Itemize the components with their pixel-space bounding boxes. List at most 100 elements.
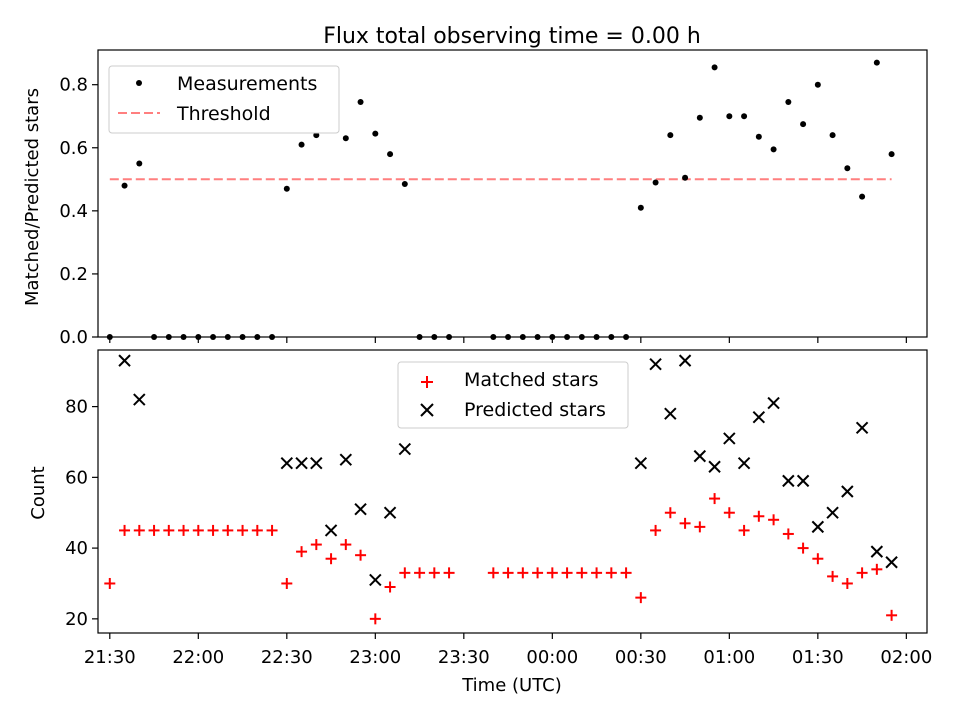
matched-stars-point: [310, 539, 322, 551]
matched-stars-point: [251, 524, 263, 536]
x-tick-label: 23:30: [438, 647, 490, 668]
top-y-axis-label: Matched/Predicted stars: [22, 88, 43, 306]
matched-stars-point: [782, 528, 794, 540]
matched-stars-point: [340, 539, 352, 551]
matched-stars-point: [192, 524, 204, 536]
measurement-point: [859, 193, 866, 200]
matched-stars-point: [841, 577, 853, 589]
top-legend-frame: [108, 65, 340, 134]
x-tick-label: 22:00: [172, 647, 224, 668]
legend-measurements-label: Measurements: [177, 73, 317, 95]
matched-stars-point: [296, 546, 308, 558]
matched-stars-point: [871, 563, 883, 575]
measurement-point: [696, 114, 703, 121]
predicted-stars-point: [295, 456, 308, 470]
matched-stars-point: [546, 567, 558, 579]
matched-stars-point: [605, 567, 617, 579]
measurement-point: [800, 121, 807, 128]
matched-stars-point: [664, 507, 676, 519]
predicted-stars-point: [649, 357, 662, 371]
matched-stars-point: [163, 524, 175, 536]
measurement-point: [873, 59, 880, 66]
bottom-y-tick-label: 40: [65, 538, 88, 559]
x-tick-label: 01:00: [703, 647, 755, 668]
bottom-panel-marks: [104, 354, 898, 625]
matched-stars-point: [178, 524, 190, 536]
predicted-stars-point: [723, 432, 736, 445]
matched-stars-point: [650, 524, 662, 536]
x-tick-label: 01:30: [792, 647, 844, 668]
x-tick-label: 22:30: [261, 647, 313, 668]
matched-stars-point: [414, 567, 426, 579]
x-tick-label: 00:30: [615, 647, 667, 668]
measurement-point: [711, 64, 718, 71]
top-y-tick-label: 0.2: [59, 264, 88, 285]
predicted-stars-point: [678, 354, 692, 367]
measurement-point: [667, 132, 674, 139]
predicted-stars-point: [826, 506, 839, 519]
matched-stars-point: [679, 517, 691, 529]
predicted-stars-point: [369, 573, 382, 587]
bottom-x-axis: 21:30 22:00 22:30 23:00 23:30 00:00 00:30 01:00…: [84, 633, 932, 668]
matched-stars-point: [119, 524, 131, 536]
matched-stars-point: [399, 567, 411, 579]
measurement-point: [136, 160, 143, 167]
measurement-point: [637, 204, 644, 211]
predicted-stars-point: [664, 407, 677, 420]
measurement-point: [342, 135, 349, 142]
measurement-point: [682, 174, 689, 181]
predicted-stars-point: [118, 354, 131, 367]
measurement-point: [814, 81, 821, 88]
predicted-stars-point: [796, 474, 810, 488]
predicted-stars-point: [280, 456, 294, 470]
predicted-stars-point: [782, 474, 795, 488]
top-legend: Measurements Threshold: [108, 65, 340, 134]
bottom-y-tick-label: 80: [65, 397, 88, 418]
bottom-y-axis-label: Count: [28, 466, 49, 519]
matched-stars-point: [207, 524, 219, 536]
predicted-stars-point: [398, 442, 412, 456]
matched-stars-point: [428, 567, 440, 579]
x-tick-label: 00:00: [526, 647, 578, 668]
legend-predicted-label: Predicted stars: [464, 399, 606, 421]
bottom-panel-frame: [97, 349, 928, 634]
measurement-point: [313, 132, 320, 139]
measurement-point: [121, 182, 128, 189]
predicted-stars-point: [870, 545, 884, 558]
top-y-axis: 0.0 0.2 0.4 0.6 0.8: [59, 75, 98, 348]
matched-stars-point: [797, 542, 809, 554]
matched-stars-point: [709, 493, 721, 505]
top-y-tick-label: 0.4: [59, 201, 88, 222]
matched-stars-point: [856, 567, 868, 579]
legend-measurements-marker: [136, 80, 142, 86]
legend-matched-label: Matched stars: [464, 369, 598, 391]
predicted-stars-point: [339, 453, 353, 466]
top-y-tick-label: 0.0: [59, 327, 88, 348]
matched-stars-point: [517, 567, 529, 579]
predicted-stars-point: [324, 524, 338, 537]
measurement-point: [652, 179, 659, 186]
matched-stars-point: [591, 567, 603, 579]
matched-stars-point: [355, 549, 367, 561]
measurement-point: [372, 130, 379, 137]
bottom-y-tick-label: 60: [65, 467, 88, 488]
chart-title: Flux total observing time = 0.00 h: [323, 24, 701, 49]
matched-stars-point: [886, 609, 898, 621]
predicted-stars-point: [767, 396, 780, 410]
measurement-point: [298, 141, 305, 148]
bottom-legend: Matched stars Predicted stars: [397, 361, 629, 429]
matched-stars-point: [827, 570, 839, 582]
x-tick-label: 02:00: [880, 647, 932, 668]
matched-stars-point: [502, 567, 514, 579]
legend-predicted-marker: [420, 403, 434, 417]
matched-stars-point: [532, 567, 544, 579]
top-x-tick-marks: [109, 337, 907, 343]
predicted-stars-point: [708, 460, 721, 473]
predicted-stars-point: [841, 485, 854, 498]
matched-stars-point: [325, 553, 337, 565]
matched-stars-point: [812, 553, 824, 565]
top-y-tick-label: 0.6: [59, 138, 88, 159]
measurement-point: [357, 99, 364, 106]
matched-stars-point: [148, 524, 160, 536]
matched-stars-point: [768, 514, 780, 526]
